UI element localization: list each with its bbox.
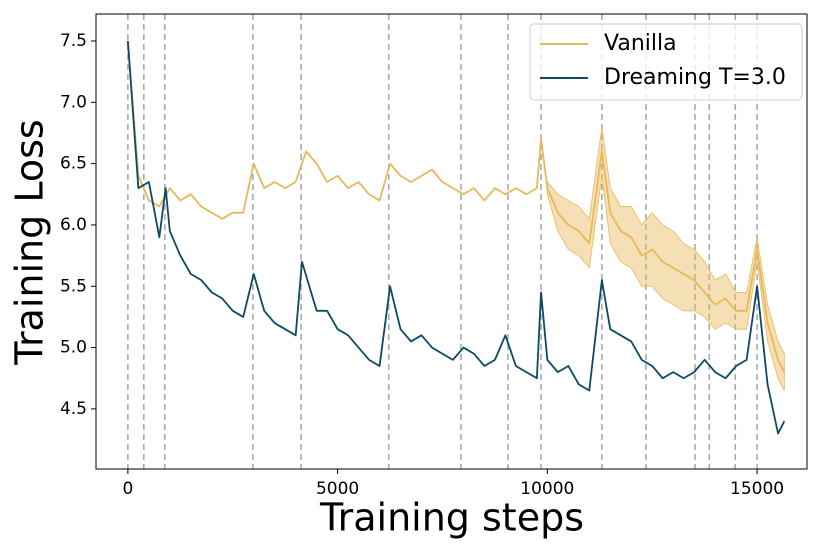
confidence-band [546, 126, 785, 391]
x-tick-label: 15000 [730, 479, 784, 499]
y-tick-label: 5.0 [60, 338, 87, 358]
x-axis-title: Training steps [319, 496, 584, 540]
legend-label: Dreaming T=3.0 [604, 65, 786, 90]
y-tick-label: 6.0 [60, 215, 87, 235]
plot-frame [95, 13, 808, 470]
y-tick-label: 7.0 [60, 92, 87, 112]
y-tick-label: 6.5 [60, 154, 87, 174]
x-tick-label: 0 [122, 479, 133, 499]
y-axis-title: Training Loss [8, 119, 52, 365]
y-tick-label: 5.5 [60, 276, 87, 296]
y-tick-label: 7.5 [60, 31, 87, 51]
x-tick-label: 5000 [316, 479, 359, 499]
legend-label: Vanilla [604, 31, 677, 56]
legend-box [529, 23, 803, 101]
series-line [126, 40, 786, 435]
series-line [126, 40, 786, 373]
x-tick-label: 10000 [520, 479, 574, 499]
y-tick-label: 4.5 [60, 399, 87, 419]
